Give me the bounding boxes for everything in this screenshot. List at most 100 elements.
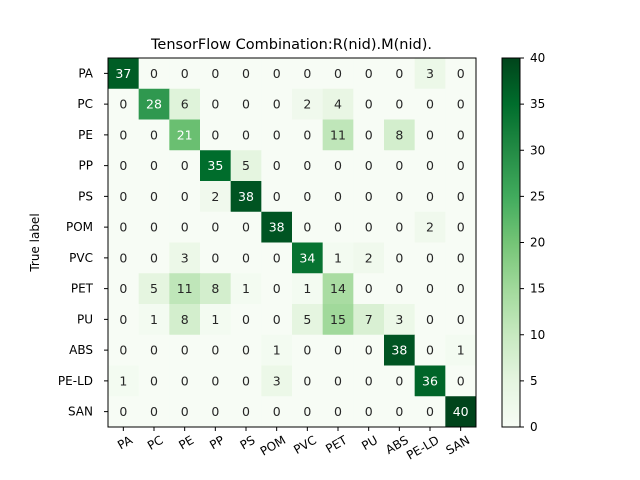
cell-value-label: 0 <box>150 127 158 142</box>
cell-value-label: 0 <box>303 66 311 81</box>
cell-value-label: 0 <box>334 343 342 358</box>
cell-value-label: 0 <box>150 373 158 388</box>
cell-value-label: 0 <box>242 97 250 112</box>
heatmap-cell <box>108 88 140 120</box>
cell-value-label: 0 <box>242 66 250 81</box>
chart-title: TensorFlow Combination:R(nid).M(nid). <box>150 37 432 53</box>
heatmap-cell <box>292 150 324 182</box>
cell-value-label: 0 <box>211 404 219 419</box>
heatmap-cell <box>292 273 324 305</box>
heatmap-cell <box>138 304 170 336</box>
heatmap-cell <box>445 88 477 120</box>
colorbar-tick-label: 20 <box>530 236 545 250</box>
cell-value-label: 1 <box>119 373 127 388</box>
cell-value-label: 0 <box>150 250 158 265</box>
colorbar-tick-label: 0 <box>530 420 538 434</box>
heatmap-cell <box>200 88 232 120</box>
cell-value-label: 0 <box>303 189 311 204</box>
cell-value-label: 0 <box>211 250 219 265</box>
colorbar-ticks: 0 5 10 15 20 25 30 35 40 <box>520 51 545 434</box>
cell-value-label: 0 <box>334 189 342 204</box>
heatmap-cell <box>138 58 170 90</box>
cell-value-label: 0 <box>395 281 403 296</box>
cell-value-label: 0 <box>365 373 373 388</box>
heatmap-cell <box>230 304 262 336</box>
heatmap-cell <box>322 119 354 151</box>
heatmap-cell <box>230 211 262 243</box>
x-tick-label: PE-LD <box>404 433 441 463</box>
cell-value-label: 0 <box>150 404 158 419</box>
x-tick-label: PU <box>359 433 380 453</box>
heatmap-cell <box>414 119 446 151</box>
cell-value-label: 0 <box>273 158 281 173</box>
cell-value-label: 38 <box>269 220 285 235</box>
cell-value-label: 0 <box>242 220 250 235</box>
y-axis-label: True label <box>28 213 42 272</box>
heatmap-cell <box>353 119 385 151</box>
heatmap-cell <box>353 211 385 243</box>
heatmap-cell <box>108 181 140 213</box>
heatmap-cell <box>230 119 262 151</box>
heatmap-cell <box>353 334 385 366</box>
heatmap-cell <box>414 334 446 366</box>
plot-frame <box>107 57 477 428</box>
heatmap-cell <box>200 119 232 151</box>
cell-value-label: 5 <box>303 312 311 327</box>
cell-value-label: 1 <box>273 343 281 358</box>
heatmap-cell <box>384 211 416 243</box>
cell-value-label: 0 <box>273 66 281 81</box>
heatmap-cell <box>138 181 170 213</box>
heatmap-cell <box>261 150 293 182</box>
cell-value-label: 0 <box>211 97 219 112</box>
heatmap-cell <box>200 242 232 274</box>
heatmap-cell <box>108 119 140 151</box>
x-tick-label: POM <box>258 433 288 459</box>
cell-value-label: 35 <box>207 158 223 173</box>
cell-value-label: 0 <box>334 404 342 419</box>
heatmap-cell <box>108 365 140 397</box>
cell-value-label: 0 <box>119 404 127 419</box>
heatmap-cell <box>261 119 293 151</box>
cell-value-label: 0 <box>365 189 373 204</box>
cell-value-label: 14 <box>330 281 346 296</box>
cell-value-label: 0 <box>365 281 373 296</box>
cell-value-label: 0 <box>303 127 311 142</box>
y-tick-label: PS <box>78 189 93 203</box>
cell-value-label: 0 <box>395 404 403 419</box>
heatmap-cell <box>384 396 416 428</box>
colorbar-tick-label: 40 <box>530 51 545 65</box>
heatmap-cell <box>138 396 170 428</box>
cell-value-label: 0 <box>119 127 127 142</box>
cell-value-label: 0 <box>457 312 465 327</box>
cell-value-label: 1 <box>242 281 250 296</box>
cell-value-label: 0 <box>119 189 127 204</box>
heatmap-cell <box>445 334 477 366</box>
heatmap-cell <box>445 58 477 90</box>
heatmap-cell <box>292 211 324 243</box>
cell-value-label: 1 <box>150 312 158 327</box>
heatmap-cell <box>445 150 477 182</box>
cell-value-label: 0 <box>273 281 281 296</box>
heatmap-cell <box>261 273 293 305</box>
cell-value-label: 0 <box>211 66 219 81</box>
heatmap-cell <box>322 334 354 366</box>
heatmap-cell <box>230 396 262 428</box>
cell-value-label: 0 <box>211 220 219 235</box>
cell-value-label: 0 <box>457 281 465 296</box>
cell-value-label: 5 <box>150 281 158 296</box>
heatmap-cell <box>169 58 201 90</box>
cell-value-label: 0 <box>211 373 219 388</box>
heatmap-cell <box>200 334 232 366</box>
y-tick-label: ABS <box>69 343 93 357</box>
cell-value-label: 0 <box>395 373 403 388</box>
heatmap-cell <box>384 119 416 151</box>
heatmap-cell <box>384 334 416 366</box>
cell-value-label: 2 <box>211 189 219 204</box>
heatmap-cell <box>200 211 232 243</box>
cell-value-label: 1 <box>457 343 465 358</box>
cell-value-label: 21 <box>177 127 193 142</box>
cell-value-label: 0 <box>303 158 311 173</box>
cell-value-label: 0 <box>150 66 158 81</box>
cell-value-label: 0 <box>395 97 403 112</box>
